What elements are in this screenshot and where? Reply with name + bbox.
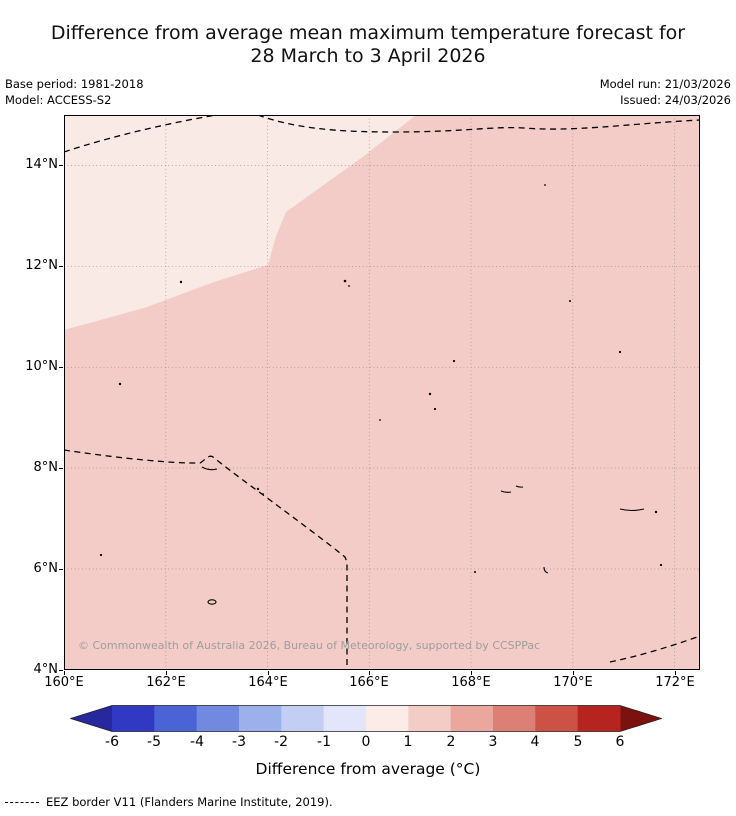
colorbar-tick-label: 0 bbox=[361, 734, 371, 750]
page-title: Difference from average mean maximum tem… bbox=[0, 22, 736, 68]
y-tick bbox=[59, 569, 63, 570]
x-tick-label: 168°E bbox=[451, 675, 491, 690]
y-tick bbox=[59, 670, 63, 671]
colorbar-segments bbox=[112, 705, 621, 732]
title-line-1: Difference from average mean maximum tem… bbox=[50, 22, 686, 44]
meta-left: Base period: 1981-2018 Model: ACCESS-S2 bbox=[5, 76, 144, 108]
y-tick bbox=[59, 367, 63, 368]
y-tick-label: 12°N bbox=[25, 258, 58, 273]
colorbar-tick-label: -5 bbox=[147, 734, 161, 750]
eez-border-lines bbox=[64, 115, 700, 670]
copyright-text: © Commonwealth of Australia 2026, Bureau… bbox=[78, 639, 540, 652]
island-outlines bbox=[201, 466, 645, 605]
colorbar-label: Difference from average (°C) bbox=[255, 760, 481, 778]
y-tick-label: 8°N bbox=[33, 460, 59, 475]
y-tick bbox=[59, 468, 63, 469]
grid-lines bbox=[64, 115, 700, 670]
x-tick-label: 170°E bbox=[553, 675, 593, 690]
x-tick bbox=[268, 671, 269, 675]
island-marks bbox=[99, 184, 663, 573]
x-tick bbox=[166, 671, 167, 675]
x-tick bbox=[471, 671, 472, 675]
colorbar-tick-label: 5 bbox=[573, 734, 583, 750]
x-tick bbox=[369, 671, 370, 675]
colorbar-tick-label: -1 bbox=[317, 734, 331, 750]
map-frame bbox=[64, 115, 700, 670]
y-tick-label: 14°N bbox=[25, 157, 58, 172]
x-tick-label: 164°E bbox=[248, 675, 288, 690]
colorbar-tick-label: -3 bbox=[232, 734, 246, 750]
colorbar-tick-label: 4 bbox=[530, 734, 540, 750]
colorbar-tick-label: 2 bbox=[446, 734, 456, 750]
meta-right: Model run: 21/03/2026 Issued: 24/03/2026 bbox=[600, 76, 731, 108]
y-tick-label: 6°N bbox=[33, 561, 59, 576]
x-tick bbox=[573, 671, 574, 675]
eez-legend: EEZ border V11 (Flanders Marine Institut… bbox=[5, 795, 333, 809]
colorbar-arrow-right bbox=[620, 705, 662, 732]
colorbar-tick-label: 3 bbox=[488, 734, 498, 750]
x-tick-label: 160°E bbox=[44, 675, 84, 690]
colorbar-tick-label: 1 bbox=[403, 734, 413, 750]
title-line-2: 28 March to 3 April 2026 bbox=[250, 45, 486, 67]
x-tick-label: 172°E bbox=[655, 675, 695, 690]
y-tick bbox=[59, 266, 63, 267]
colorbar bbox=[70, 705, 662, 732]
model-run-text: Model run: 21/03/2026 bbox=[599, 77, 731, 91]
dashed-line-icon bbox=[5, 802, 39, 803]
x-tick bbox=[675, 671, 676, 675]
x-tick-label: 162°E bbox=[146, 675, 186, 690]
issued-text: Issued: 24/03/2026 bbox=[620, 93, 731, 107]
colorbar-tick-label: -2 bbox=[274, 734, 288, 750]
colorbar-tick-label: 6 bbox=[615, 734, 625, 750]
y-tick bbox=[59, 165, 63, 166]
colorbar-tick-label: -4 bbox=[190, 734, 204, 750]
eez-legend-label: EEZ border V11 (Flanders Marine Institut… bbox=[46, 795, 333, 809]
model-text: Model: ACCESS-S2 bbox=[5, 93, 112, 107]
y-tick-label: 4°N bbox=[33, 662, 59, 677]
forecast-map: © Commonwealth of Australia 2026, Bureau… bbox=[64, 115, 700, 670]
x-tick-label: 166°E bbox=[349, 675, 389, 690]
map-fill-light bbox=[64, 115, 416, 330]
x-tick bbox=[64, 671, 65, 675]
colorbar-tick-label: -6 bbox=[105, 734, 119, 750]
colorbar-arrow-left bbox=[70, 705, 112, 732]
y-tick-label: 10°N bbox=[25, 359, 58, 374]
colorbar-outline bbox=[70, 705, 662, 732]
base-period-text: Base period: 1981-2018 bbox=[5, 77, 144, 91]
